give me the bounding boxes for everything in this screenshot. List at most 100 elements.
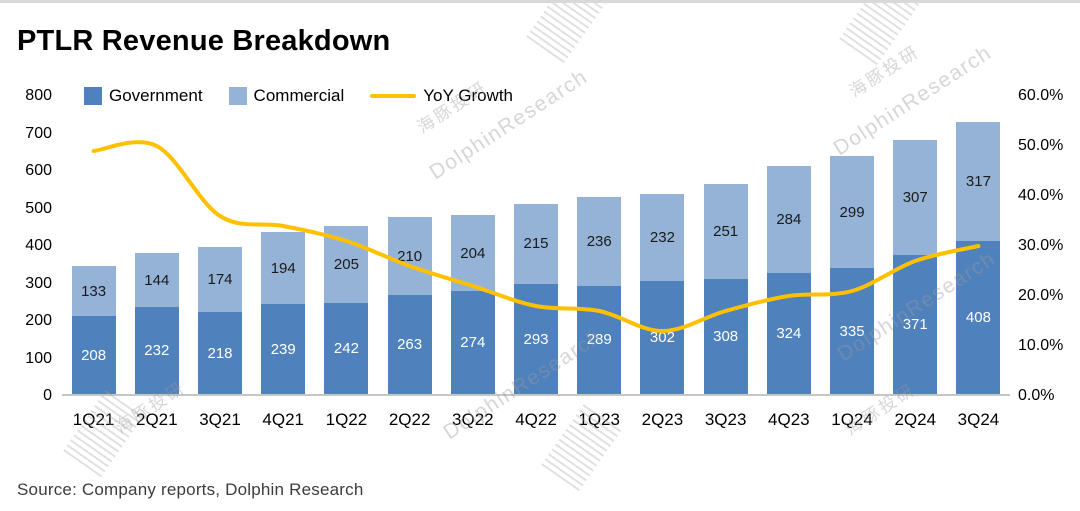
commercial-bar-segment: 284 — [766, 166, 811, 273]
government-swatch — [84, 87, 102, 105]
commercial-bar-segment: 144 — [134, 253, 179, 307]
bar-stack: 299 335 — [830, 156, 875, 394]
legend-item-yoy-growth: YoY Growth — [370, 86, 513, 106]
left-axis-tick: 400 — [25, 237, 52, 254]
legend-label-yoy-growth: YoY Growth — [423, 86, 514, 105]
government-bar-segment: 232 — [134, 307, 179, 394]
commercial-bar-segment: 232 — [640, 193, 685, 281]
government-bar-segment: 302 — [640, 280, 685, 394]
commercial-bar-segment: 251 — [703, 184, 748, 279]
x-axis-label: 2Q22 — [388, 410, 431, 429]
bar-stack: 307 371 — [893, 139, 938, 394]
bar-group-3q23: 251 308 — [694, 96, 757, 394]
commercial-bar-segment: 133 — [71, 266, 116, 316]
x-axis-label: 4Q22 — [515, 410, 557, 429]
x-axis-label: 3Q22 — [452, 410, 494, 429]
x-axis-label: 3Q21 — [199, 410, 241, 429]
right-axis-tick: 10.0% — [1018, 337, 1064, 354]
government-bar-segment: 239 — [261, 304, 306, 394]
bar-group-3q22: 204 274 — [441, 96, 504, 394]
left-axis-tick: 300 — [25, 274, 52, 292]
watermark-barcode-icon — [839, 3, 922, 66]
x-axis-labels: 1Q21 2Q21 3Q21 4Q21 1Q22 2Q22 3Q22 4Q22 1Q23 2Q23… — [62, 410, 1010, 430]
yoy-growth-line — [91, 140, 981, 333]
bar-group-3q24: 317 408 — [947, 96, 1010, 394]
right-axis-tick: 0.0% — [1018, 387, 1055, 404]
bar-stack: 144 232 — [134, 253, 179, 394]
x-axis-label: 2Q24 — [894, 410, 937, 429]
bar-stack: 251 308 — [703, 184, 748, 394]
bar-stack: 204 274 — [450, 214, 495, 394]
government-bar-segment: 408 — [956, 241, 1001, 394]
x-axis-label: 2Q23 — [641, 410, 684, 429]
x-axis-label: 1Q24 — [831, 410, 873, 429]
left-axis-tick: 100 — [25, 349, 52, 367]
commercial-bar-segment: 204 — [450, 214, 495, 292]
government-bar-segment: 335 — [830, 268, 875, 394]
x-axis-label: 1Q22 — [325, 410, 368, 429]
bar-stack: 194 239 — [261, 231, 306, 394]
commercial-bar-segment: 174 — [198, 247, 242, 313]
government-bar-segment: 289 — [577, 285, 622, 394]
government-bar-segment: 308 — [703, 278, 748, 394]
left-axis-tick: 600 — [25, 162, 52, 179]
commercial-swatch — [228, 87, 247, 105]
bar-group-1q24: 299 335 — [820, 96, 883, 394]
left-axis-tick: 200 — [25, 312, 52, 329]
commercial-bar-segment: 210 — [387, 216, 432, 296]
commercial-bar-segment: 307 — [893, 139, 938, 255]
x-axis-label: 3Q23 — [704, 410, 747, 429]
commercial-bar-segment: 299 — [830, 156, 875, 269]
right-axis-tick: 50.0% — [1018, 137, 1064, 154]
bar-stack: 174 218 — [198, 247, 242, 394]
legend: Government Commercial YoY Growth — [84, 86, 513, 106]
bar-stack: 232 302 — [640, 193, 685, 394]
legend-item-government: Government — [84, 86, 203, 106]
bar-group-1q23: 236 289 — [568, 96, 631, 394]
yoy-line-swatch — [370, 94, 417, 98]
government-bar-segment: 218 — [198, 312, 242, 394]
bar-group-2q24: 307 371 — [884, 96, 947, 394]
legend-item-commercial: Commercial — [228, 86, 345, 106]
bar-group-1q21: 133 208 — [62, 96, 125, 394]
x-axis-label: 4Q23 — [768, 410, 810, 429]
legend-label-commercial: Commercial — [253, 86, 345, 105]
bar-group-2q23: 232 302 — [631, 96, 694, 394]
government-bar-segment: 242 — [324, 303, 369, 394]
government-bar-segment: 274 — [450, 291, 495, 394]
chart-title: PTLR Revenue Breakdown — [17, 25, 391, 57]
legend-label-government: Government — [109, 86, 203, 105]
right-axis-tick: 40.0% — [1018, 187, 1064, 204]
x-axis-label: 1Q23 — [578, 410, 621, 429]
commercial-bar-segment: 194 — [261, 231, 306, 305]
left-axis-tick: 800 — [25, 87, 52, 104]
commercial-bar-segment: 215 — [514, 203, 559, 285]
commercial-bar-segment: 236 — [577, 197, 622, 286]
right-axis-tick: 60.0% — [1018, 87, 1064, 104]
bar-stack: 236 289 — [577, 197, 622, 394]
watermark-barcode-icon — [63, 386, 146, 478]
left-axis-tick: 500 — [25, 199, 52, 217]
government-bar-segment: 263 — [387, 295, 432, 394]
left-axis-tick: 0 — [43, 387, 52, 404]
watermark-text: 海豚投研 — [845, 41, 924, 102]
bar-stack: 133 208 — [71, 266, 116, 394]
right-axis-tick: 20.0% — [1018, 287, 1064, 304]
x-axis-label: 2Q21 — [136, 410, 178, 429]
bar-group-2q22: 210 263 — [378, 96, 441, 394]
x-axis-label: 1Q21 — [72, 410, 115, 429]
government-bar-segment: 371 — [893, 254, 938, 394]
left-axis-tick: 700 — [25, 124, 52, 142]
bar-stack: 210 263 — [387, 216, 432, 394]
bar-group-3q21: 174 218 — [188, 96, 251, 394]
right-axis-tick: 30.0% — [1018, 237, 1064, 254]
government-bar-segment: 208 — [71, 316, 116, 394]
watermark-barcode-icon — [526, 3, 609, 64]
x-axis-label: 3Q24 — [957, 410, 1000, 429]
source-note: Source: Company reports, Dolphin Researc… — [17, 480, 364, 499]
bar-group-2q21: 144 232 — [125, 96, 188, 394]
bar-group-4q21: 194 239 — [252, 96, 315, 394]
bar-stack: 317 408 — [956, 122, 1001, 394]
x-axis-label: 4Q21 — [262, 410, 304, 429]
